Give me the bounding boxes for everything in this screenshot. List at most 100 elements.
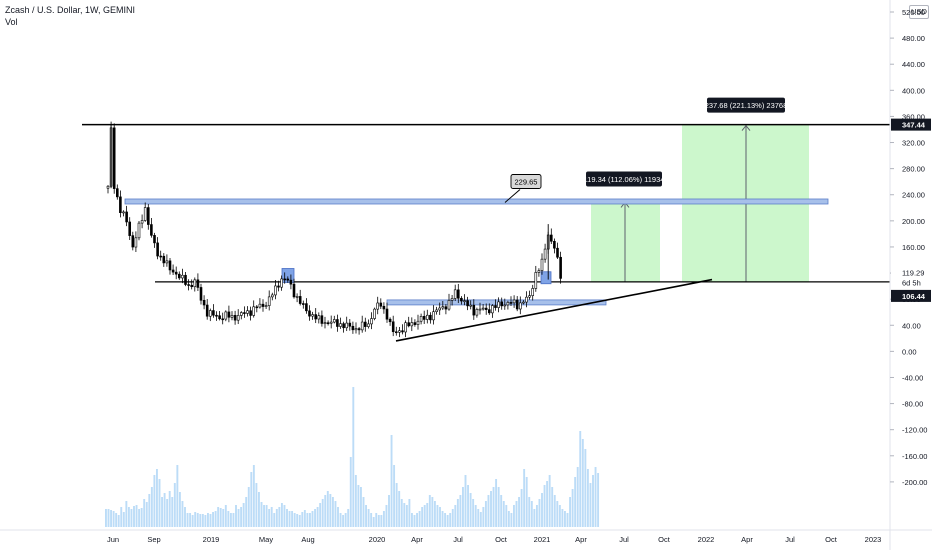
candle-body (422, 316, 426, 320)
volume-bar (574, 477, 577, 527)
candle-body (394, 331, 398, 334)
candle-body (153, 235, 156, 244)
y-tick-label: 440.00 (902, 60, 925, 69)
volume-bar (163, 493, 166, 527)
y-tick-label: 240.00 (902, 191, 925, 200)
candle-body (478, 308, 482, 311)
volume-bar (331, 497, 334, 527)
volume-bar (515, 501, 518, 527)
candle-body (540, 258, 544, 271)
candle-body (159, 255, 162, 258)
volume-bar (138, 509, 141, 527)
y-tick-label: -80.00 (902, 400, 923, 409)
volume-bar (115, 513, 118, 527)
volume-bar (107, 509, 110, 527)
y-tick-label: 160.00 (902, 243, 925, 252)
candle-body (329, 321, 333, 324)
candle-body (283, 278, 287, 281)
volume-bar (482, 507, 485, 527)
currency-badge[interactable]: USD (909, 5, 929, 19)
volume-bar (558, 505, 561, 527)
volume-bar (510, 513, 513, 527)
volume-bar (502, 501, 505, 527)
volume-bar (377, 515, 380, 527)
volume-bar (390, 435, 393, 527)
time-axis: Jun Sep 2019 May Aug 2020 Apr Jul Oct 2021 Apr Jul O… (0, 529, 932, 544)
volume-bar (263, 505, 265, 527)
x-tick-label: Oct (495, 535, 508, 544)
volume-bar (400, 499, 403, 527)
candle-body (559, 256, 562, 279)
candle-body (224, 311, 228, 320)
x-tick-label: Aug (301, 535, 314, 544)
price-label-106: 106.44 (902, 292, 926, 301)
candle-body (450, 298, 454, 301)
volume-bar (158, 479, 161, 527)
volume-bar (525, 477, 528, 527)
candle-body (363, 321, 367, 327)
volume-bar (423, 505, 426, 527)
candle-body (435, 309, 438, 313)
candle-body (543, 248, 547, 260)
volume-bar (209, 514, 212, 527)
volume-bar (293, 513, 296, 527)
volume-bar (309, 513, 311, 527)
candle-body (174, 271, 178, 275)
candle-body (438, 307, 442, 311)
candle-body (261, 303, 265, 307)
volume-bar (441, 511, 444, 527)
volume-bar (250, 472, 253, 527)
candle-body (277, 285, 280, 288)
volume-bar (382, 511, 385, 527)
volume-bar (321, 499, 324, 527)
candle-body (388, 318, 392, 323)
volume-bar (597, 473, 600, 527)
volume-bar (370, 513, 373, 527)
candle-body (441, 306, 445, 309)
price-label-box (891, 266, 931, 289)
volume-bar (286, 509, 288, 527)
candle-body (391, 321, 395, 333)
callout-label: 229.65 (515, 177, 538, 186)
candle-body (553, 240, 556, 249)
x-tick-label: Jul (785, 535, 795, 544)
volume-bar (125, 501, 128, 527)
candle-body (116, 188, 119, 198)
volume-bar (579, 431, 582, 527)
candle-body (209, 310, 212, 317)
volume-bar (189, 513, 192, 527)
volume-bar (454, 505, 457, 527)
resistance-band-low (386, 299, 607, 306)
volume-bar (326, 491, 329, 527)
candle-body (404, 322, 407, 333)
volume-bar (214, 511, 217, 527)
candle-body (515, 299, 519, 310)
candle-body (205, 304, 209, 317)
volume-bar (222, 509, 225, 527)
candle-body (125, 211, 128, 223)
volume-bar (495, 479, 498, 527)
volume-bar (252, 465, 255, 527)
x-tick-label: Oct (825, 535, 838, 544)
volume-bar (229, 513, 232, 527)
volume-bar (467, 485, 469, 527)
candle-body (512, 299, 516, 304)
volume-bar (551, 487, 554, 527)
candlesticks (106, 121, 562, 338)
volume-bar (306, 513, 309, 527)
volume-bar (133, 506, 135, 527)
volume-bar (421, 507, 424, 527)
volume-bar (375, 513, 378, 527)
volume-bar (161, 497, 163, 527)
candle-body (150, 224, 153, 236)
y-tick-label: 40.00 (902, 321, 921, 330)
y-tick-label: 200.00 (902, 217, 925, 226)
volume-bar (459, 495, 462, 527)
volume-bar (357, 485, 360, 527)
price-label-current: 119.29 (902, 269, 924, 278)
volume-bar (199, 514, 202, 527)
x-tick-label: Apr (575, 535, 587, 544)
y-tick-label: 480.00 (902, 34, 925, 43)
volume-bar (553, 495, 556, 527)
